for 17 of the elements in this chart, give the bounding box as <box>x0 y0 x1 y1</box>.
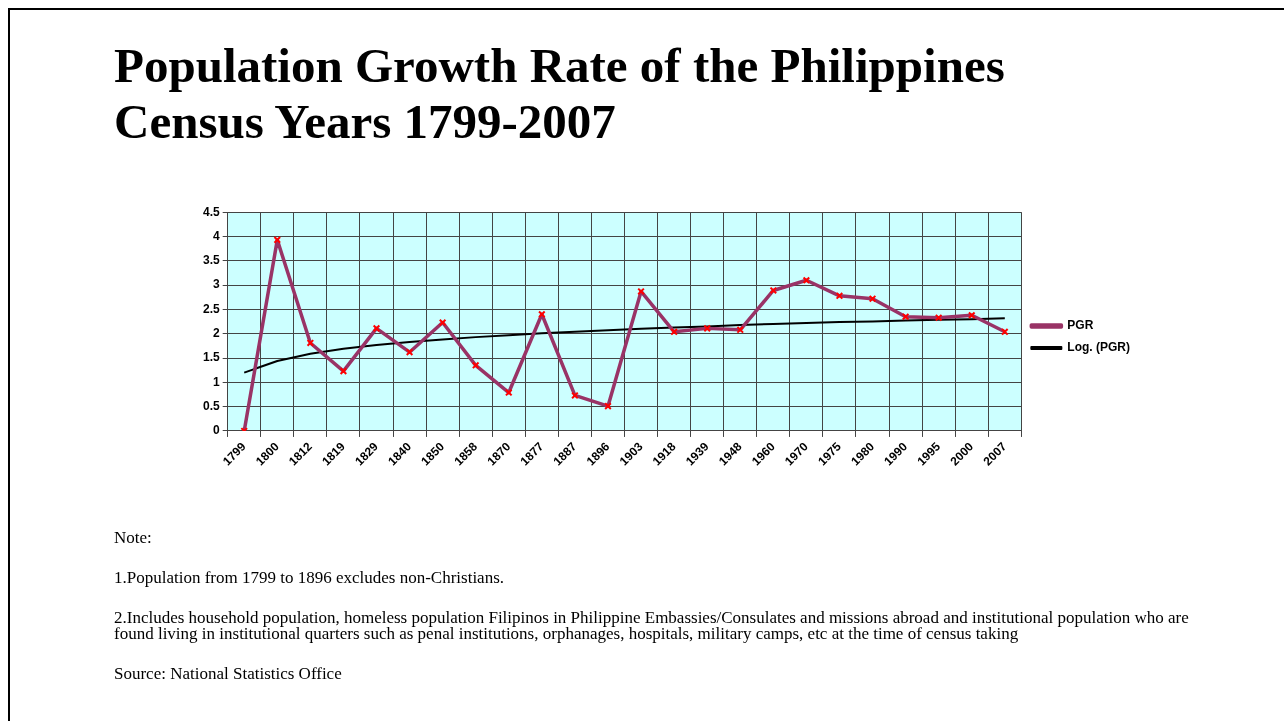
y-tick-label: 2 <box>212 326 220 341</box>
text: 1.Population from 1799 to 1896 excludes non-Christians. <box>114 568 506 587</box>
legend-label: PGR <box>1067 318 1094 333</box>
y-tick-label: 3 <box>212 277 220 292</box>
source-note: Source: National Statistics Office <box>114 664 343 683</box>
y-tick-label: 2.5 <box>202 301 220 316</box>
legend-label: Log. (PGR) <box>1067 340 1130 355</box>
y-tick-label: 1.5 <box>202 350 220 365</box>
text: 2.Includes household population, homeless population Filipinos in Philippine Embassies/Consulates and missions abroad and institutional population who are found living in institutional quarters such as penal institutions, orphanages, hospitals, military camps, etc at the time of census taking <box>114 608 1190 643</box>
text: Note: <box>114 528 153 547</box>
y-tick-label: 1 <box>212 374 220 389</box>
y-tick-label: 4.5 <box>202 204 220 219</box>
chart-title: Population Growth Rate of the Philippines Census Years 1799-2007 <box>114 38 1005 150</box>
y-tick-label: 3.5 <box>202 253 220 268</box>
y-tick-label: 4 <box>212 228 220 243</box>
y-tick-label: 0.5 <box>202 398 220 413</box>
y-tick-label: 0 <box>212 423 220 438</box>
